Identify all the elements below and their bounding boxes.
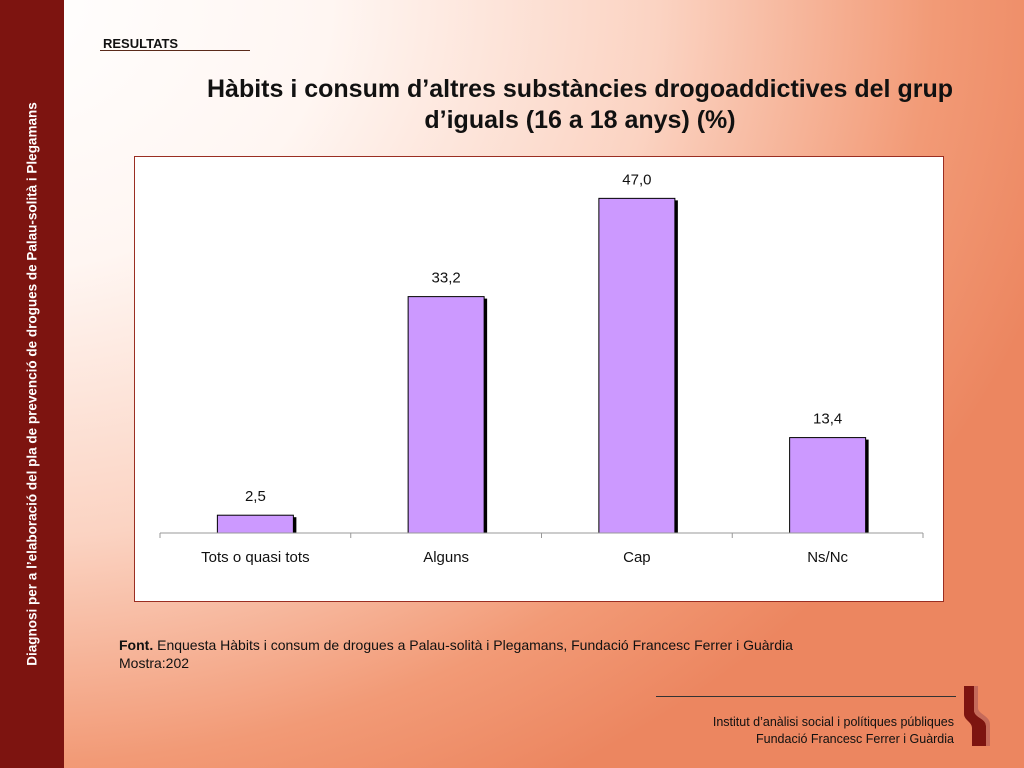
sidebar: Diagnosi per a l’elaboració del pla de p… (0, 0, 64, 768)
sample-size: Mostra:202 (119, 655, 190, 671)
footer-divider (656, 696, 956, 697)
x-tick-label-1: Tots o quasi tots (201, 549, 309, 566)
source-text: Enquesta Hàbits i consum de drogues a Pa… (157, 637, 793, 653)
bar-1 (216, 514, 294, 534)
foundation-logo-icon (964, 686, 990, 746)
bar-4 (789, 437, 867, 534)
data-label-1: 2,5 (245, 488, 266, 505)
bar-3 (598, 197, 676, 534)
x-tick-label-2: Alguns (423, 549, 469, 566)
chart-frame: 2,5 Tots o quasi tots 33,2 Alguns 47,0 Cap 13,… (134, 156, 944, 602)
x-tick-label-4: Ns/Nc (807, 549, 848, 566)
source-note: Font. Enquesta Hàbits i consum de drogue… (119, 636, 793, 672)
sidebar-title: Diagnosi per a l’elaboració del pla de p… (24, 102, 40, 666)
x-tick-label-3: Cap (623, 549, 651, 566)
bar-2 (407, 296, 485, 534)
bar-chart: 2,5 Tots o quasi tots 33,2 Alguns 47,0 Cap 13,… (159, 171, 924, 566)
source-label: Font. (119, 637, 154, 653)
data-label-2: 33,2 (432, 270, 461, 287)
footer: Institut d’anàlisi social i polítiques p… (713, 714, 954, 748)
footer-foundation: Fundació Francesc Ferrer i Guàrdia (756, 732, 954, 746)
page-title-line-1: Hàbits i consum d’altres substàncies dro… (206, 75, 953, 103)
footer-institute: Institut d’anàlisi social i polítiques p… (712, 715, 954, 729)
page-title: Hàbits i consum d’altres substàncies dro… (120, 74, 1024, 136)
data-label-4: 13,4 (813, 411, 842, 428)
section-underline (100, 50, 250, 51)
data-label-3: 47,0 (622, 171, 651, 188)
section-label: RESULTATS (103, 36, 179, 51)
page-title-line-2: d’iguals (16 a 18 anys) (%) (424, 106, 736, 134)
